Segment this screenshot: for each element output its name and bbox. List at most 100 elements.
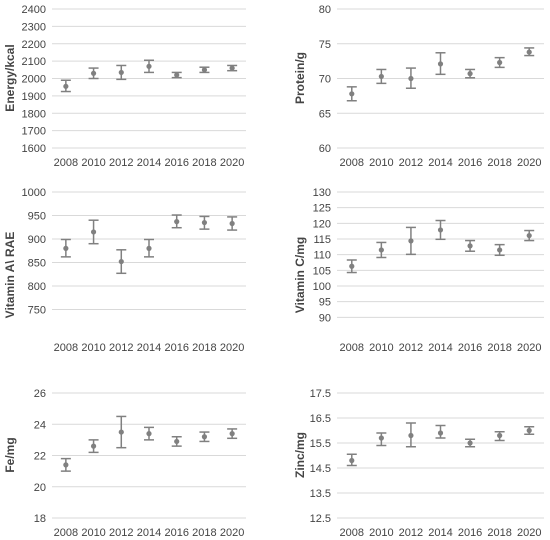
x-tick-label: 2012 [399,342,423,354]
y-tick-label: 17.5 [310,388,331,400]
x-tick-label: 2012 [399,527,423,539]
y-tick-label: 65 [319,108,331,120]
x-tick-label: 2016 [164,157,188,169]
data-point [201,219,208,226]
y-tick-label: 80 [319,4,331,16]
y-tick-label: 950 [28,211,46,223]
y-tick-label: 850 [28,258,46,270]
chart-panel-2: 60 65 70 75 80 Protein/g 2008 2010 2012 2014 2016 2… [293,4,544,169]
data-point [467,71,473,77]
x-tick-label: 2020 [220,527,244,539]
data-point [229,65,235,71]
data-point [378,73,384,80]
x-tick-label: 2018 [192,157,216,169]
x-tick-label: 2012 [109,157,133,169]
y-axis-label: Fe/mg [3,437,17,472]
x-tick-label: 2010 [369,157,393,169]
data-point [174,438,180,445]
data-point [378,435,384,441]
data-point [467,440,473,446]
x-tick-label: 2014 [428,342,452,354]
y-tick-label: 750 [28,305,46,317]
data-point [497,432,503,439]
x-tick-label: 2016 [164,527,188,539]
x-tick-label: 2016 [164,342,188,354]
data-point [118,258,124,265]
x-tick-label: 2008 [340,342,364,354]
y-tick-label: 125 [313,203,331,215]
y-tick-label: 1000 [22,187,46,199]
data-point [437,227,444,233]
y-tick-label: 18 [34,513,46,525]
data-point [63,83,69,89]
y-tick-label: 12.5 [310,513,331,525]
y-axis-label: Vitamin C/mg [293,237,307,313]
data-point [118,429,124,435]
y-tick-label: 95 [319,297,331,309]
y-tick-label: 16.5 [310,413,331,425]
x-tick-label: 2010 [369,342,393,354]
data-point [229,220,235,227]
y-tick-label: 100 [313,281,331,293]
y-tick-label: 14.5 [310,463,331,475]
x-tick-label: 2018 [192,342,216,354]
y-tick-label: 13.5 [310,488,331,500]
y-tick-label: 90 [319,312,331,324]
y-tick-label: 115 [313,234,331,246]
data-point [201,67,208,73]
y-tick-label: 2100 [22,56,46,68]
y-axis-label: Zinc/mg [293,432,307,478]
x-tick-label: 2008 [340,157,364,169]
x-tick-label: 2016 [458,527,482,539]
data-point [174,219,180,225]
data-point [408,75,414,82]
data-point [63,245,69,251]
data-point [201,434,208,440]
data-point [90,229,97,235]
x-tick-label: 2010 [81,527,105,539]
y-tick-label: 900 [28,234,46,246]
data-point [349,457,355,464]
x-tick-label: 2020 [220,157,244,169]
y-tick-label: 1700 [22,126,46,138]
y-tick-label: 1600 [22,143,46,155]
x-tick-label: 2018 [487,342,511,354]
x-tick-label: 2014 [137,342,161,354]
x-tick-label: 2012 [109,342,133,354]
y-tick-label: 26 [34,388,46,400]
data-point [408,238,414,244]
y-tick-label: 1900 [22,91,46,103]
data-point [497,59,503,66]
y-tick-label: 22 [34,451,46,463]
data-point [437,430,444,436]
x-tick-label: 2016 [458,157,482,169]
y-tick-label: 110 [313,250,331,262]
x-tick-label: 2010 [369,527,393,539]
y-axis-label: Energy/kcal [3,44,17,111]
x-tick-label: 2014 [137,527,161,539]
y-tick-label: 130 [313,187,331,199]
y-tick-label: 70 [319,74,331,86]
data-point [437,61,444,67]
data-point [146,63,152,69]
x-tick-label: 2020 [220,342,244,354]
y-tick-label: 120 [313,218,331,230]
x-tick-label: 2008 [54,342,78,354]
y-tick-label: 2300 [22,21,46,33]
data-point [90,70,97,76]
y-tick-label: 15.5 [310,438,331,450]
data-point [497,247,503,253]
data-point [526,232,532,239]
y-tick-label: 105 [313,265,331,277]
data-point [146,431,152,437]
data-point [349,91,355,97]
y-tick-label: 1800 [22,108,46,120]
data-point [63,462,69,468]
x-tick-label: 2008 [54,157,78,169]
x-tick-label: 2018 [192,527,216,539]
x-tick-label: 2010 [81,342,105,354]
y-axis-label: Protein/g [293,52,307,104]
x-tick-label: 2014 [428,527,452,539]
